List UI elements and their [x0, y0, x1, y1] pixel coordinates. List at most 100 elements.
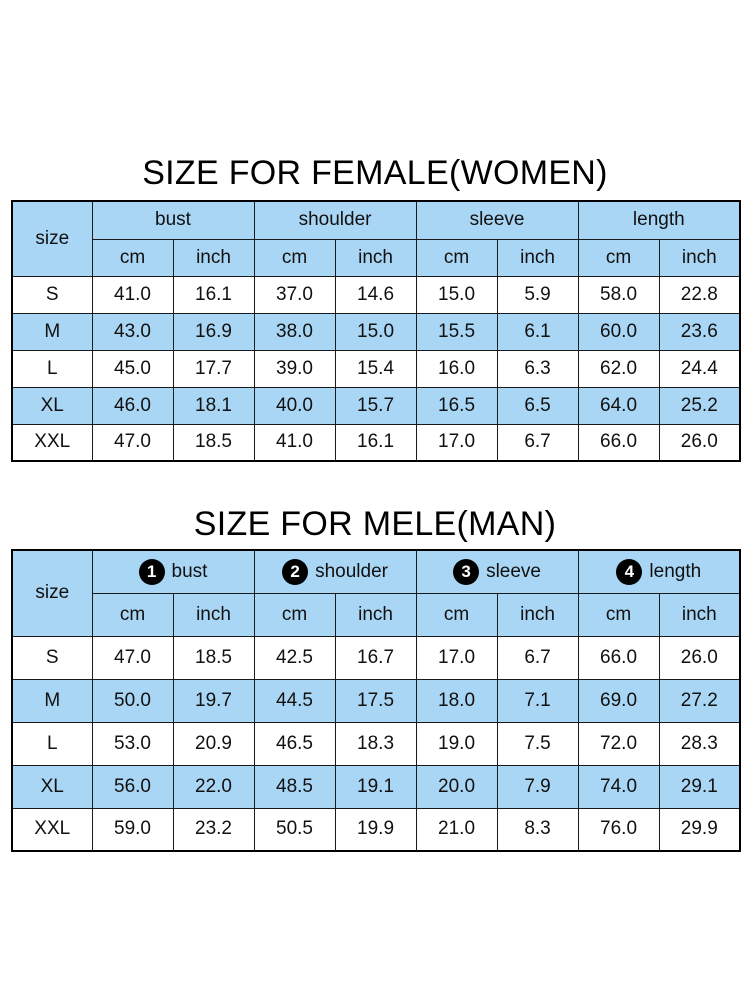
- measurement-cell: 39.0: [253, 349, 336, 388]
- measurement-cell: 14.6: [334, 275, 417, 314]
- measurement-cell: 15.7: [334, 386, 417, 425]
- measurement-cell: 58.0: [577, 275, 660, 314]
- measurement-cell: 46.0: [91, 386, 174, 425]
- length-header-label: length: [649, 560, 702, 582]
- size-cell: XXL: [11, 807, 93, 852]
- measurement-cell: 38.0: [253, 312, 336, 351]
- size-cell: S: [11, 275, 93, 314]
- measurement-cell: 29.1: [658, 764, 741, 809]
- measurement-cell: 18.1: [172, 386, 255, 425]
- measurement-cell: 66.0: [577, 423, 660, 462]
- measurement-cell: 50.0: [91, 678, 174, 723]
- measurement-cell: 43.0: [91, 312, 174, 351]
- shoulder-header: 2 shoulder: [253, 549, 417, 594]
- measurement-cell: 23.6: [658, 312, 741, 351]
- measurement-cell: 15.5: [415, 312, 498, 351]
- measurement-cell: 50.5: [253, 807, 336, 852]
- measurement-cell: 66.0: [577, 635, 660, 680]
- size-header: size: [11, 549, 93, 637]
- men-size-table: size 1 bust 2 shoulder 3 sleeve 4 length cm …: [11, 549, 742, 852]
- measurement-cell: 41.0: [253, 423, 336, 462]
- measurement-cell: 59.0: [91, 807, 174, 852]
- unit-header-row: cm inch cm inch cm inch cm inch: [12, 238, 741, 277]
- measurement-cell: 19.9: [334, 807, 417, 852]
- measurement-cell: 29.9: [658, 807, 741, 852]
- unit-inch-header: inch: [172, 238, 255, 277]
- measurement-cell: 6.1: [496, 312, 579, 351]
- table-row: L 45.0 17.7 39.0 15.4 16.0 6.3 62.0 24.4: [11, 349, 741, 388]
- measurement-cell: 17.0: [415, 635, 498, 680]
- measurement-cell: 20.9: [172, 721, 255, 766]
- unit-inch-header: inch: [496, 238, 579, 277]
- measurement-cell: 17.7: [172, 349, 255, 388]
- measurement-cell: 53.0: [91, 721, 174, 766]
- table-row: XXL 47.0 18.5 41.0 16.1 17.0 6.7 66.0 26.0: [11, 423, 741, 462]
- sleeve-header: sleeve: [415, 200, 579, 240]
- measurement-cell: 45.0: [91, 349, 174, 388]
- measurement-cell: 16.1: [334, 423, 417, 462]
- measurement-cell: 17.5: [334, 678, 417, 723]
- table-row: M 43.0 16.9 38.0 15.0 15.5 6.1 60.0 23.6: [11, 312, 741, 351]
- measurement-cell: 72.0: [577, 721, 660, 766]
- measurement-cell: 74.0: [577, 764, 660, 809]
- measurement-cell: 27.2: [658, 678, 741, 723]
- measurement-cell: 15.0: [334, 312, 417, 351]
- unit-cm-header: cm: [91, 238, 174, 277]
- measurement-cell: 17.0: [415, 423, 498, 462]
- unit-cm-header: cm: [415, 238, 498, 277]
- women-size-chart-title: SIZE FOR FEMALE(WOMEN): [142, 154, 608, 192]
- measurement-cell: 47.0: [91, 635, 174, 680]
- size-header: size: [11, 200, 93, 277]
- table-row: S 41.0 16.1 37.0 14.6 15.0 5.9 58.0 22.8: [11, 275, 741, 314]
- size-cell: S: [11, 635, 93, 680]
- measurement-cell: 16.1: [172, 275, 255, 314]
- measurement-cell: 42.5: [253, 635, 336, 680]
- size-cell: XXL: [11, 423, 93, 462]
- number-3-badge-icon: 3: [453, 558, 480, 585]
- bust-header: bust: [91, 200, 255, 240]
- unit-cm-header: cm: [415, 592, 498, 637]
- unit-cm-header: cm: [253, 238, 336, 277]
- size-cell: M: [11, 312, 93, 351]
- unit-cm-header: cm: [91, 592, 174, 637]
- measurement-cell: 26.0: [658, 423, 741, 462]
- measurement-cell: 64.0: [577, 386, 660, 425]
- measurement-cell: 21.0: [415, 807, 498, 852]
- number-2-badge-icon: 2: [282, 558, 309, 585]
- bust-header-label: bust: [171, 560, 208, 582]
- measurement-cell: 40.0: [253, 386, 336, 425]
- length-header: length: [577, 200, 741, 240]
- unit-header-row: cm inch cm inch cm inch cm inch: [12, 592, 741, 637]
- measurement-cell: 60.0: [577, 312, 660, 351]
- size-cell: M: [11, 678, 93, 723]
- table-row: XL 56.0 22.0 48.5 19.1 20.0 7.9 74.0 29.1: [11, 764, 741, 809]
- measurement-cell: 69.0: [577, 678, 660, 723]
- length-header: 4 length: [577, 549, 741, 594]
- measurement-cell: 16.5: [415, 386, 498, 425]
- table-row: XL 46.0 18.1 40.0 15.7 16.5 6.5 64.0 25.2: [11, 386, 741, 425]
- measurement-cell: 47.0: [91, 423, 174, 462]
- measurement-cell: 28.3: [658, 721, 741, 766]
- unit-inch-header: inch: [334, 592, 417, 637]
- measurement-cell: 5.9: [496, 275, 579, 314]
- measurement-cell: 7.5: [496, 721, 579, 766]
- bust-header: 1 bust: [91, 549, 255, 594]
- unit-inch-header: inch: [496, 592, 579, 637]
- measurement-cell: 18.3: [334, 721, 417, 766]
- measurement-cell: 8.3: [496, 807, 579, 852]
- measurement-cell: 24.4: [658, 349, 741, 388]
- measurement-cell: 37.0: [253, 275, 336, 314]
- measurement-cell: 44.5: [253, 678, 336, 723]
- unit-inch-header: inch: [172, 592, 255, 637]
- measurement-cell: 19.7: [172, 678, 255, 723]
- unit-cm-header: cm: [253, 592, 336, 637]
- shoulder-header: shoulder: [253, 200, 417, 240]
- measurement-cell: 6.7: [496, 635, 579, 680]
- shoulder-header-label: shoulder: [315, 560, 388, 582]
- measurement-cell: 16.0: [415, 349, 498, 388]
- number-4-badge-icon: 4: [616, 558, 643, 585]
- number-1-badge-icon: 1: [138, 558, 165, 585]
- measurement-cell: 41.0: [91, 275, 174, 314]
- size-cell: L: [11, 349, 93, 388]
- measurement-cell: 6.5: [496, 386, 579, 425]
